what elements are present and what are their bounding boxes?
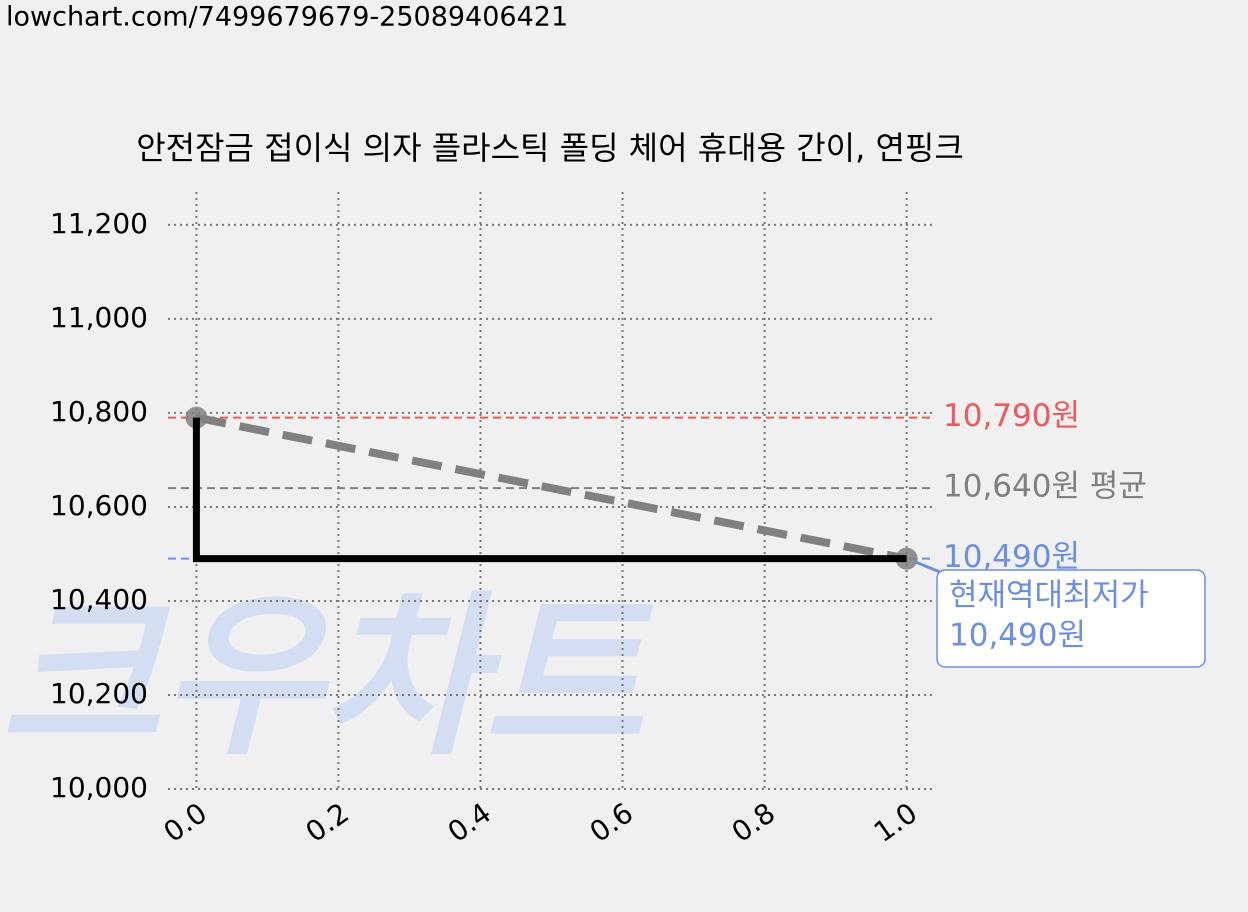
y-tick-label: 10,400 xyxy=(50,583,148,616)
chart-title: 안전잠금 접이식 의자 플라스틱 폴딩 체어 휴대용 간이, 연핑크 xyxy=(136,129,964,167)
x-tick-label: 0.8 xyxy=(726,796,781,849)
y-tick-label: 10,800 xyxy=(50,395,148,428)
y-tick-label: 10,000 xyxy=(50,771,148,804)
x-tick-label: 1.0 xyxy=(868,796,923,849)
annotation-text: 현재역대최저가 xyxy=(949,578,1149,614)
y-tick-label: 10,200 xyxy=(50,677,148,710)
x-tick-label: 0.6 xyxy=(584,796,639,849)
y-tick-label: 11,200 xyxy=(50,207,148,240)
price-line xyxy=(192,417,907,563)
annotation-box xyxy=(936,569,1206,668)
x-tick-label: 0.0 xyxy=(158,796,213,849)
url: lowchart.com/7499679679-25089406421 xyxy=(6,2,568,33)
reference-label: 10,490원 xyxy=(943,539,1080,575)
x-tick-label: 0.2 xyxy=(300,796,355,849)
y-tick-label: 10,600 xyxy=(50,489,148,522)
y-tick-label: 11,000 xyxy=(50,301,148,334)
reference-label: 10,640원 평균 xyxy=(943,469,1147,505)
annotation-text: 10,490원 xyxy=(949,618,1086,654)
reference-label: 10,790원 xyxy=(943,398,1080,434)
watermark: 크우차트 xyxy=(0,577,654,780)
x-tick-label: 0.4 xyxy=(442,796,497,849)
price-line xyxy=(195,413,908,563)
annotation-arrow xyxy=(914,560,941,574)
